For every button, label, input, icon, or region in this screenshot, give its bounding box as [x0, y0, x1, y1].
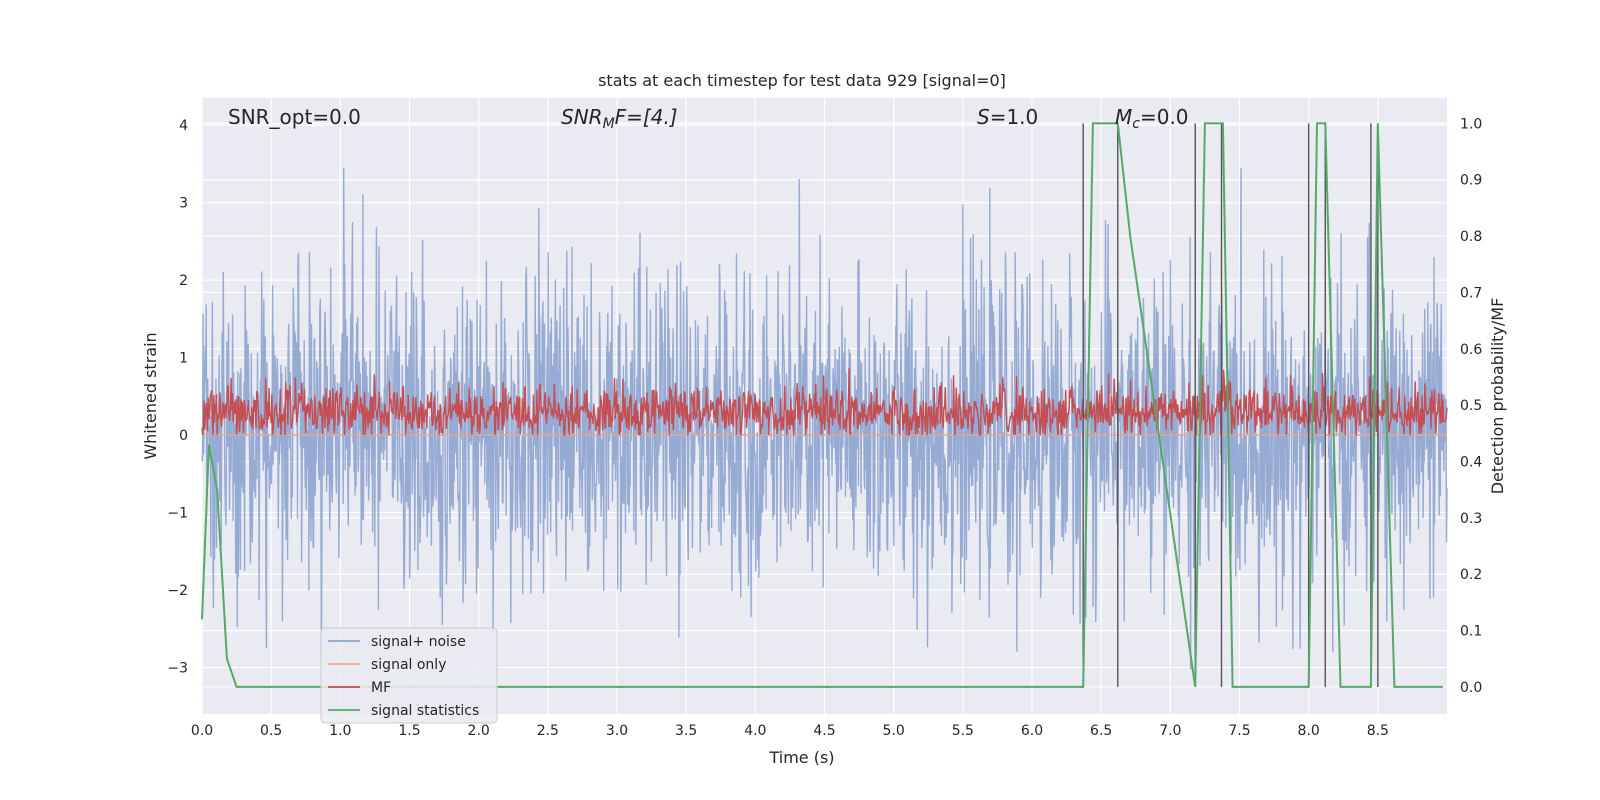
- y-tick-label: −3: [167, 661, 188, 677]
- y-right-tick-label: 0.2: [1460, 567, 1482, 583]
- x-tick-label: 6.0: [1021, 723, 1043, 739]
- x-tick-label: 7.0: [1159, 723, 1181, 739]
- y-right-tick-label: 0.6: [1460, 342, 1482, 358]
- y-right-tick-label: 1.0: [1460, 116, 1482, 132]
- plot-area: [201, 122, 1448, 688]
- annotation-s-main: S: [977, 105, 990, 129]
- annotation-mc-main: M: [1115, 105, 1132, 129]
- y-right-tick-label: 0.9: [1460, 173, 1482, 189]
- annotation-s: S=1.0: [977, 105, 1038, 129]
- annotation-s-rest: =1.0: [990, 105, 1039, 129]
- y-tick-label: −2: [167, 583, 188, 599]
- y-right-tick-label: 0.0: [1460, 680, 1482, 696]
- y-right-tick-label: 0.5: [1460, 398, 1482, 414]
- x-tick-label: 2.0: [468, 723, 490, 739]
- x-axis-label: Time (s): [768, 748, 834, 767]
- y-right-tick-label: 0.4: [1460, 455, 1482, 471]
- y-right-tick-label: 0.8: [1460, 229, 1482, 245]
- series-mf: [201, 368, 1448, 437]
- x-tick-label: 1.5: [398, 723, 420, 739]
- x-tick-label: 8.5: [1367, 723, 1389, 739]
- y-tick-label: 2: [179, 273, 188, 289]
- annotation-snr-mf: SNRMF=[4.]: [561, 105, 678, 132]
- chart-title: stats at each timestep for test data 929…: [598, 71, 1006, 90]
- x-tick-label: 5.5: [952, 723, 974, 739]
- annotation-snr-opt: SNR_opt=0.0: [228, 105, 361, 129]
- x-tick-label: 3.5: [675, 723, 697, 739]
- series-signal-statistics: [201, 122, 1443, 688]
- x-tick-label: 8.0: [1298, 723, 1320, 739]
- y-right-tick-label: 0.7: [1460, 285, 1482, 301]
- legend-label-signal-statistics: signal statistics: [371, 703, 479, 719]
- y-tick-label: 4: [179, 118, 188, 134]
- y-ticks-right: 1.0 0.9 0.8 0.7 0.6 0.5 0.4 0.3 0.2 0.1 0.0: [1460, 116, 1482, 696]
- annotation-mc: Mc=0.0: [1115, 105, 1189, 132]
- y-tick-label: 0: [179, 428, 188, 444]
- legend-label-signal-only: signal only: [371, 657, 446, 673]
- x-ticks: 0.0 0.5 1.0 1.5 2.0 2.5 3.0 3.5 4.0 4.5 5.0 5.5 6.0 6…: [191, 723, 1389, 739]
- legend: signal+ noise signal only MF signal stat…: [320, 627, 498, 724]
- vertical-markers: [1082, 123, 1379, 687]
- x-tick-label: 7.5: [1228, 723, 1250, 739]
- x-tick-label: 6.5: [1090, 723, 1112, 739]
- y-right-tick-label: 0.3: [1460, 511, 1482, 527]
- y-ticks: 4 3 2 1 0 −1 −2 −3: [167, 118, 188, 676]
- x-tick-label: 4.0: [744, 723, 766, 739]
- annotation-snr-mf-sub: M: [603, 116, 615, 132]
- y-tick-label: −1: [167, 506, 188, 522]
- y-axis-label-right: Detection probability/MF: [1488, 298, 1507, 495]
- x-tick-label: 1.0: [329, 723, 351, 739]
- x-tick-label: 5.0: [883, 723, 905, 739]
- legend-label-signal-noise: signal+ noise: [371, 634, 466, 650]
- y-axis-label: Whitened strain: [141, 332, 160, 459]
- annotation-snr-mf-main: SNR: [561, 105, 603, 129]
- annotation-mc-rest: =0.0: [1140, 105, 1189, 129]
- annotation-snr-mf-rest: F=[4.]: [615, 105, 678, 129]
- x-tick-label: 2.5: [537, 723, 559, 739]
- y-right-tick-label: 0.1: [1460, 624, 1482, 640]
- x-tick-label: 3.0: [606, 723, 628, 739]
- legend-label-mf: MF: [371, 680, 391, 696]
- y-tick-label: 1: [179, 351, 188, 367]
- x-tick-label: 0.0: [191, 723, 213, 739]
- y-tick-label: 3: [179, 196, 188, 212]
- x-tick-label: 0.5: [260, 723, 282, 739]
- annotation-mc-sub: c: [1132, 116, 1140, 132]
- x-tick-label: 4.5: [813, 723, 835, 739]
